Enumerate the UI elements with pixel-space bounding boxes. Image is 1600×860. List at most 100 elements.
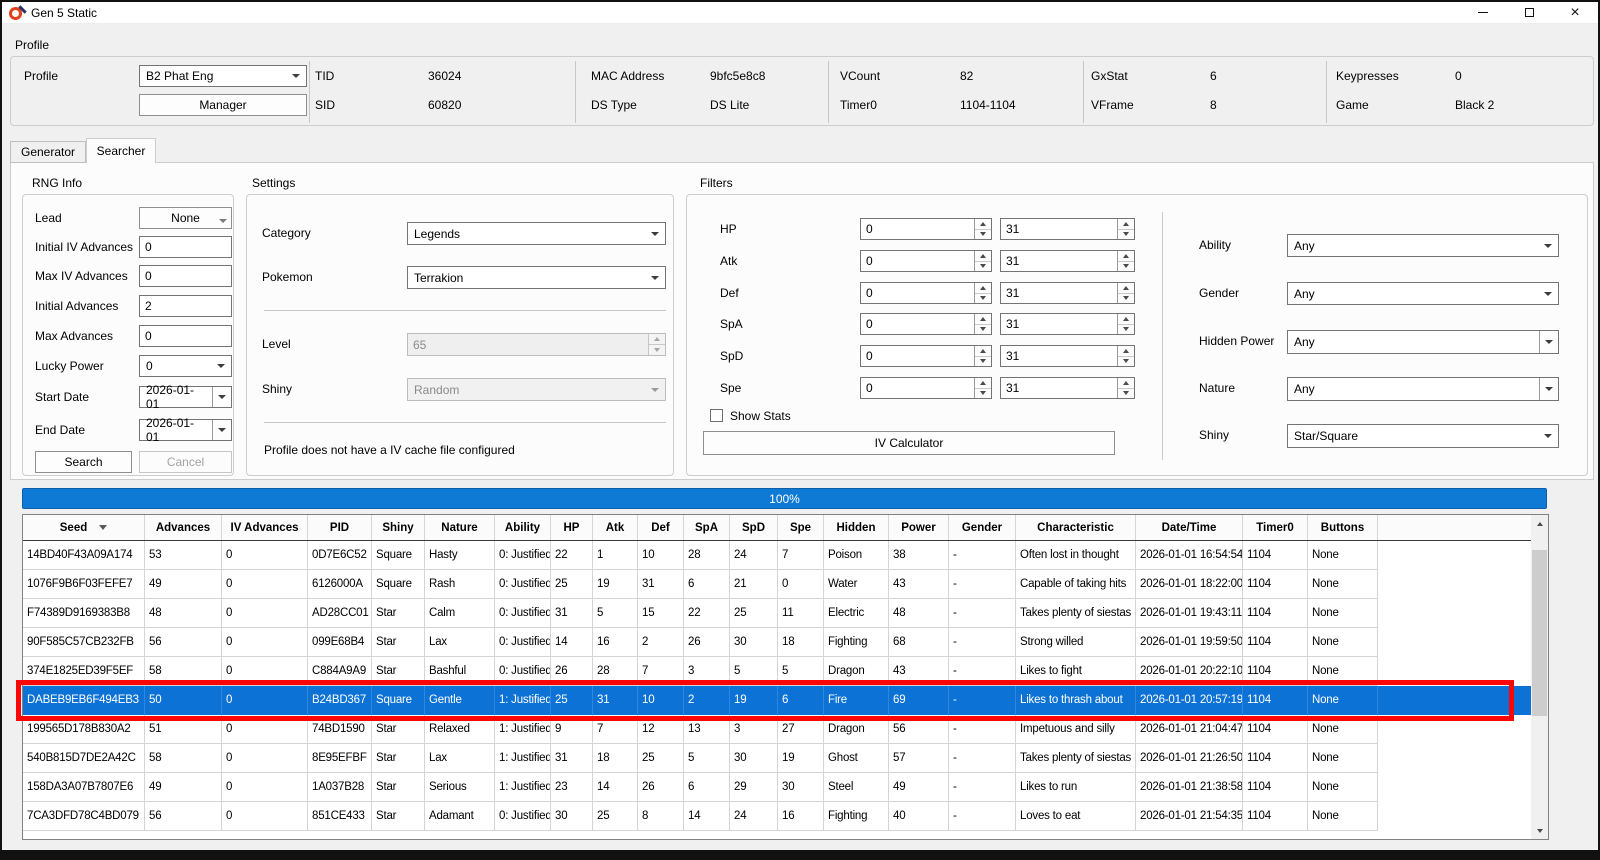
dropdown-button[interactable]: [1539, 331, 1558, 353]
spin-down-icon[interactable]: [1118, 389, 1134, 399]
results-header-power[interactable]: Power: [889, 515, 949, 540]
spin-up-icon[interactable]: [1118, 219, 1134, 230]
results-row[interactable]: 90F585C57CB232FB 56 0 099E68B4 Star Lax 0: Jus…: [23, 628, 1531, 657]
manager-button[interactable]: Manager: [139, 94, 307, 116]
spin-down-icon[interactable]: [1118, 262, 1134, 272]
profile-select[interactable]: B2 Phat Eng: [139, 65, 307, 87]
search-button[interactable]: Search: [35, 451, 132, 473]
results-header-hp[interactable]: HP: [551, 515, 593, 540]
scroll-down-button[interactable]: [1531, 822, 1548, 839]
spin-down-icon[interactable]: [975, 357, 991, 367]
spin-up-icon[interactable]: [1118, 251, 1134, 262]
spin-down-icon[interactable]: [975, 389, 991, 399]
spd-min-spinbox[interactable]: 0: [860, 345, 992, 367]
gender-select[interactable]: Any: [1287, 282, 1559, 305]
iv-calculator-button[interactable]: IV Calculator: [703, 431, 1115, 455]
results-header-nature[interactable]: Nature: [425, 515, 495, 540]
spin-down-icon[interactable]: [975, 262, 991, 272]
spin-up-icon[interactable]: [1118, 283, 1134, 294]
results-header-date-time[interactable]: Date/Time: [1136, 515, 1243, 540]
nature-select[interactable]: Any: [1287, 377, 1559, 401]
results-row[interactable]: 158DA3A07B7807E6 49 0 1A037B28 Star Serious 1:…: [23, 773, 1531, 802]
results-header-spd[interactable]: SpD: [730, 515, 778, 540]
level-spinbox[interactable]: 65: [407, 333, 666, 356]
close-button[interactable]: ×: [1552, 2, 1598, 23]
spin-up-icon[interactable]: [975, 219, 991, 230]
results-row[interactable]: 7CA3DFD78C4BD079 56 0 851CE433 Star Adamant 0:…: [23, 802, 1531, 831]
scroll-up-button[interactable]: [1531, 515, 1548, 532]
start-date-input[interactable]: 2026-01-01: [139, 383, 232, 411]
results-row[interactable]: 1076F9B6F03FEFE7 49 0 6126000A Square Rash 0: …: [23, 570, 1531, 599]
spa-min-spinbox[interactable]: 0: [860, 313, 992, 335]
spin-down-icon[interactable]: [975, 294, 991, 304]
spin-up-icon[interactable]: [975, 251, 991, 262]
results-header-atk[interactable]: Atk: [593, 515, 638, 540]
spe-max-spinbox[interactable]: 31: [1000, 377, 1135, 399]
dropdown-button[interactable]: [1539, 378, 1558, 400]
vertical-scrollbar[interactable]: [1531, 515, 1548, 839]
shiny-filter-select[interactable]: Star/Square: [1287, 424, 1559, 448]
spin-down-icon[interactable]: [1118, 357, 1134, 367]
lead-dropdown[interactable]: None: [139, 207, 232, 229]
results-row[interactable]: DABEB9EB6F494EB3 50 0 B24BD367 Square Gentle 1…: [23, 686, 1531, 715]
shiny-setting-select[interactable]: Random: [407, 378, 666, 401]
tab-searcher[interactable]: Searcher: [86, 138, 156, 163]
calendar-dropdown-button[interactable]: [212, 387, 231, 407]
spin-up-icon[interactable]: [975, 378, 991, 389]
spin-up-icon[interactable]: [1118, 378, 1134, 389]
ability-select[interactable]: Any: [1287, 234, 1559, 257]
minimize-button[interactable]: [1460, 2, 1506, 23]
spin-up-icon[interactable]: [649, 334, 665, 345]
results-header-gender[interactable]: Gender: [949, 515, 1016, 540]
results-header-iv-advances[interactable]: IV Advances: [222, 515, 308, 540]
spin-up-icon[interactable]: [1118, 314, 1134, 325]
spin-down-icon[interactable]: [975, 230, 991, 240]
tab-generator[interactable]: Generator: [10, 141, 86, 163]
spin-up-icon[interactable]: [1118, 346, 1134, 357]
spin-down-icon[interactable]: [1118, 325, 1134, 335]
results-header-def[interactable]: Def: [638, 515, 684, 540]
results-header-characteristic[interactable]: Characteristic: [1016, 515, 1136, 540]
results-header-buttons[interactable]: Buttons: [1308, 515, 1378, 540]
atk-max-spinbox[interactable]: 31: [1000, 250, 1135, 272]
initial-iv-advances-input[interactable]: 0: [139, 236, 232, 258]
results-header-spe[interactable]: Spe: [778, 515, 824, 540]
max-advances-input[interactable]: 0: [139, 325, 232, 347]
def-max-spinbox[interactable]: 31: [1000, 282, 1135, 304]
category-select[interactable]: Legends: [407, 222, 666, 245]
results-header-seed[interactable]: Seed: [23, 515, 145, 540]
results-header-shiny[interactable]: Shiny: [372, 515, 425, 540]
max-iv-advances-input[interactable]: 0: [139, 265, 232, 287]
hp-min-spinbox[interactable]: 0: [860, 218, 992, 240]
initial-advances-input[interactable]: 2: [139, 295, 232, 317]
results-row[interactable]: F74389D9169383B8 48 0 AD28CC01 Star Calm 0: Ju…: [23, 599, 1531, 628]
results-header-ability[interactable]: Ability: [495, 515, 551, 540]
end-date-input[interactable]: 2026-01-01: [139, 416, 232, 444]
results-header-spa[interactable]: SpA: [684, 515, 730, 540]
spin-up-icon[interactable]: [975, 283, 991, 294]
spa-max-spinbox[interactable]: 31: [1000, 313, 1135, 335]
hp-max-spinbox[interactable]: 31: [1000, 218, 1135, 240]
results-header-pid[interactable]: PID: [308, 515, 372, 540]
results-header-timer0[interactable]: Timer0: [1243, 515, 1308, 540]
spin-down-icon[interactable]: [975, 325, 991, 335]
pokemon-select[interactable]: Terrakion: [407, 266, 666, 289]
results-header-advances[interactable]: Advances: [145, 515, 222, 540]
results-row[interactable]: 14BD40F43A09A174 53 0 0D7E6C52 Square Hasty 0:…: [23, 541, 1531, 570]
spin-down-icon[interactable]: [649, 345, 665, 355]
cancel-button[interactable]: Cancel: [139, 451, 232, 473]
lucky-power-select[interactable]: 0: [139, 355, 232, 377]
spin-down-icon[interactable]: [1118, 294, 1134, 304]
spe-min-spinbox[interactable]: 0: [860, 377, 992, 399]
restore-button[interactable]: [1506, 2, 1552, 23]
calendar-dropdown-button[interactable]: [212, 420, 231, 440]
scrollbar-thumb[interactable]: [1532, 550, 1547, 716]
atk-min-spinbox[interactable]: 0: [860, 250, 992, 272]
show-stats-checkbox[interactable]: [710, 409, 723, 422]
results-header-hidden[interactable]: Hidden: [824, 515, 889, 540]
spin-up-icon[interactable]: [975, 346, 991, 357]
spin-down-icon[interactable]: [1118, 230, 1134, 240]
hidden-power-select[interactable]: Any: [1287, 330, 1559, 354]
results-row[interactable]: 540B815D7DE2A42C 58 0 8E95EFBF Star Lax 1: Jus…: [23, 744, 1531, 773]
def-min-spinbox[interactable]: 0: [860, 282, 992, 304]
